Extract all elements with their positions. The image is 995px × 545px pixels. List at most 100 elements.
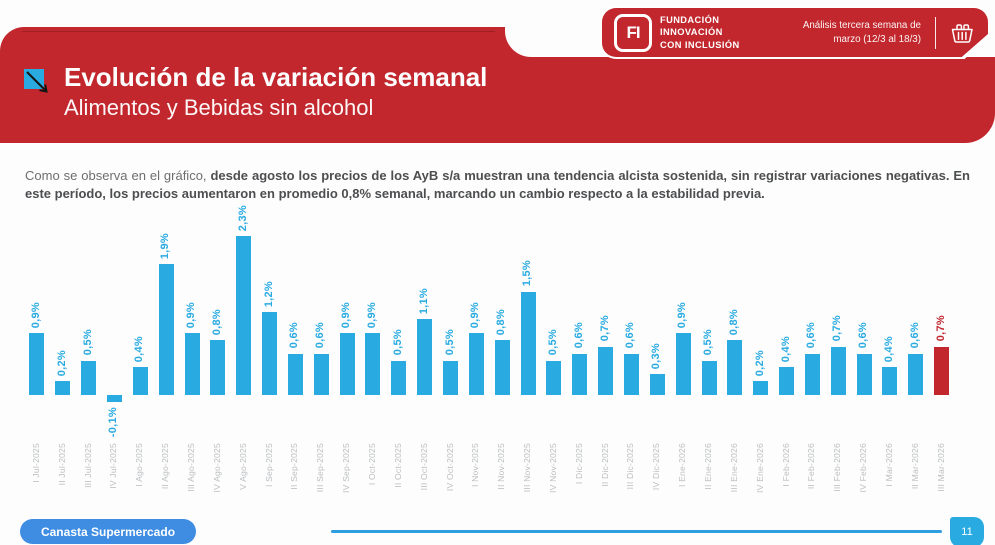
bar: [158, 263, 174, 395]
bar: [804, 353, 820, 395]
bar-value-label: 0,5%: [81, 329, 94, 356]
x-axis-label: I Sep-2025: [263, 443, 274, 488]
bar: [779, 367, 795, 395]
bar-value-label: 0,7%: [831, 315, 844, 342]
x-axis-label: V Ago-2025: [237, 443, 248, 490]
brand-name: FUNDACIÓN INNOVACIÓN CON INCLUSIÓN: [660, 14, 740, 50]
bar-value-label: 0,6%: [288, 322, 301, 349]
bar-value-label: 0,9%: [185, 301, 198, 328]
bar: [701, 360, 717, 395]
bar: [908, 353, 924, 395]
bar: [598, 346, 614, 395]
x-axis-label: I Ene-2026: [677, 443, 688, 488]
bar: [210, 339, 226, 395]
x-axis-label: I Feb-2026: [780, 443, 791, 487]
bar: [184, 332, 200, 395]
intro-paragraph: Como se observa en el gráfico, desde ago…: [25, 167, 970, 204]
bar: [494, 339, 510, 395]
bar: [546, 360, 562, 395]
x-axis-label: II Dic-2025: [599, 443, 610, 487]
bar-value-label: 1,1%: [417, 287, 430, 315]
x-axis-label: IV Sep-2025: [341, 443, 352, 493]
x-axis-label: II Mar-2026: [909, 443, 920, 490]
bar-value-label: 0,5%: [443, 329, 456, 356]
bar: [934, 346, 950, 395]
bar-value-label: 0,6%: [314, 322, 327, 349]
brand-name-line: FUNDACIÓN: [660, 15, 720, 26]
x-axis-label: IV Jul-2025: [108, 443, 119, 489]
x-axis-label: II Jul-2025: [56, 443, 67, 486]
footer-divider-line: [331, 530, 942, 533]
bar-value-label: 0,5%: [702, 329, 715, 356]
title-block: Evolución de la variación semanal Alimen…: [22, 62, 488, 121]
bar-value-label: 0,9%: [29, 301, 42, 328]
bar: [55, 381, 71, 395]
bar-value-label: 0,9%: [365, 301, 378, 328]
analysis-period-note: Análisis tercera semana de marzo (12/3 a…: [803, 19, 921, 45]
x-axis-label: IV Ago-2025: [211, 443, 222, 493]
bar: [727, 339, 743, 395]
bar-value-label: 0,4%: [882, 336, 895, 363]
bar: [649, 374, 665, 395]
bar: [753, 381, 769, 395]
x-axis-label: IV Ene-2026: [754, 443, 765, 493]
brand-name-line: INNOVACIÓN: [660, 27, 723, 38]
x-axis-label: II Oct-2025: [392, 443, 403, 488]
bar-value-label: 0,6%: [805, 322, 818, 349]
bar: [623, 353, 639, 395]
arrow-square-icon: [22, 67, 52, 97]
analysis-note-line1: Análisis tercera semana de: [802, 20, 921, 32]
x-axis-label: III Feb-2026: [832, 443, 843, 492]
bar: [132, 367, 148, 395]
bar-value-label: 0,5%: [546, 329, 559, 356]
canasta-supermercado-tag[interactable]: Canasta Supermercado: [20, 519, 196, 544]
badge-divider: [935, 16, 936, 49]
x-axis-label: I Oct-2025: [366, 443, 377, 486]
page-title: Evolución de la variación semanal: [64, 62, 488, 92]
bar: [572, 353, 588, 395]
weekly-variation-bar-chart: 0,9% I Jul-2025 0,2% II Jul-2025 0,5% III Jul…: [24, 200, 969, 510]
x-axis-label: II Nov-2025: [496, 443, 507, 490]
bar-value-label: 2,3%: [236, 205, 249, 232]
brand-name-line: CON INCLUSIÓN: [660, 39, 740, 50]
bar: [339, 332, 355, 395]
x-axis-label: IV Dic-2025: [651, 443, 662, 491]
x-axis-label: III Mar-2026: [935, 443, 946, 492]
bar: [856, 353, 872, 395]
bar-value-label: 0,5%: [391, 329, 404, 356]
x-axis-label: III Ene-2026: [728, 443, 739, 493]
bar: [287, 353, 303, 395]
bar: [675, 332, 691, 395]
x-axis-label: III Jul-2025: [82, 443, 93, 488]
x-axis-label: IV Nov-2025: [547, 443, 558, 493]
bar: [106, 395, 122, 402]
bar-value-label: 0,2%: [55, 349, 68, 377]
x-axis-label: II Sep-2025: [289, 443, 300, 490]
x-axis-label: I Nov-2025: [470, 443, 481, 488]
bar-value-label: 0,2%: [753, 349, 766, 377]
bar-value-label: 0,7%: [598, 315, 611, 342]
x-axis-label: III Nov-2025: [522, 443, 533, 493]
x-axis-label: I Dic-2025: [573, 443, 584, 485]
x-axis-label: II Feb-2026: [806, 443, 817, 490]
bar: [830, 346, 846, 395]
x-axis-label: IV Feb-2026: [858, 443, 869, 493]
bar-value-label: 0,3%: [650, 343, 663, 370]
x-axis-label: IV Oct-2025: [444, 443, 455, 492]
bar: [468, 332, 484, 395]
x-axis-label: II Ago-2025: [160, 443, 171, 490]
bar-value-label: 0,8%: [727, 308, 740, 335]
bar-value-label: 0,6%: [572, 322, 585, 349]
intro-lead: Como se observa en el gráfico,: [25, 168, 211, 183]
bar-value-label: 1,2%: [262, 280, 275, 308]
bar: [81, 360, 97, 395]
bar-value-label: 1,5%: [521, 260, 534, 287]
x-axis-label: I Mar-2026: [883, 443, 894, 487]
bar-value-label: 0,9%: [469, 301, 482, 328]
brand-badge-body: FI FUNDACIÓN INNOVACIÓN CON INCLUSIÓN An…: [602, 8, 988, 57]
x-axis-label: III Ago-2025: [186, 443, 197, 492]
bar: [365, 332, 381, 395]
fi-logo-icon: FI: [614, 13, 652, 52]
bar: [29, 332, 45, 395]
bar: [417, 319, 433, 395]
